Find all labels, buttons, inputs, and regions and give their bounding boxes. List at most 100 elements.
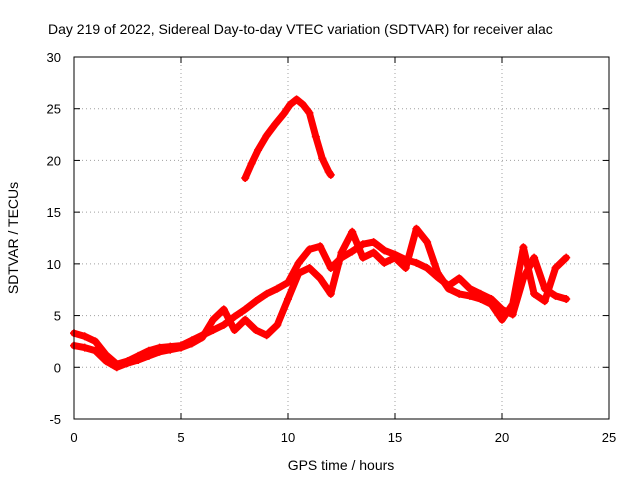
series-trace bbox=[241, 95, 335, 182]
data-point bbox=[412, 258, 421, 267]
data-point bbox=[316, 242, 325, 251]
y-tick-label: 0 bbox=[54, 360, 61, 375]
data-point bbox=[316, 274, 325, 283]
data-point bbox=[251, 297, 260, 306]
data-point bbox=[348, 247, 357, 256]
data-point bbox=[91, 337, 100, 346]
data-point bbox=[311, 132, 320, 141]
data-point bbox=[273, 320, 282, 329]
data-point bbox=[423, 263, 432, 272]
data-point bbox=[219, 320, 228, 329]
y-axis-label: SDTVAR / TECUs bbox=[5, 182, 21, 294]
data-point bbox=[519, 243, 528, 252]
x-tick-label: 15 bbox=[388, 430, 402, 445]
data-point bbox=[112, 363, 121, 372]
data-point bbox=[369, 248, 378, 257]
data-point bbox=[380, 246, 389, 255]
data-point bbox=[166, 345, 175, 354]
data-point bbox=[294, 269, 303, 278]
y-tick-label: 20 bbox=[47, 153, 61, 168]
data-point bbox=[305, 108, 314, 117]
data-point bbox=[508, 310, 517, 319]
series-high-arc bbox=[241, 95, 335, 183]
tick-labels: 0 5 10 15 20 25 -5 0 5 10 15 20 25 30 bbox=[47, 50, 617, 445]
data-point bbox=[326, 170, 335, 179]
data-point bbox=[487, 300, 496, 309]
grid-lines bbox=[74, 57, 609, 419]
data-point bbox=[286, 100, 295, 109]
data-point bbox=[155, 347, 164, 356]
data-point bbox=[144, 351, 153, 360]
x-tick-label: 25 bbox=[602, 430, 616, 445]
data-point bbox=[391, 253, 399, 262]
data-point bbox=[187, 339, 196, 348]
data-point bbox=[326, 289, 335, 298]
x-axis-label: GPS time / hours bbox=[288, 457, 395, 473]
data-point bbox=[262, 131, 271, 140]
x-tick-label: 0 bbox=[70, 430, 77, 445]
data-point bbox=[401, 263, 410, 272]
data-point bbox=[455, 289, 464, 298]
data-point bbox=[412, 224, 421, 233]
data-point bbox=[294, 258, 303, 267]
data-point bbox=[530, 289, 539, 298]
data-point bbox=[498, 305, 506, 314]
data-point bbox=[369, 238, 378, 247]
data-point bbox=[123, 359, 132, 368]
data-point bbox=[230, 326, 239, 335]
data-point bbox=[254, 146, 263, 155]
data-point bbox=[562, 295, 571, 304]
data-point bbox=[209, 315, 218, 324]
data-point bbox=[305, 245, 314, 254]
data-point bbox=[358, 253, 367, 262]
data-point bbox=[498, 315, 506, 324]
data-point bbox=[551, 291, 560, 300]
data-point bbox=[80, 343, 89, 352]
data-point bbox=[292, 95, 301, 104]
data-point bbox=[508, 300, 517, 309]
x-tick-label: 20 bbox=[495, 430, 509, 445]
data-point bbox=[198, 333, 207, 342]
data-point bbox=[262, 331, 271, 340]
data-point bbox=[455, 274, 464, 283]
axis-ticks bbox=[73, 56, 610, 420]
chart-title: Day 219 of 2022, Sidereal Day-to-day VTE… bbox=[48, 21, 553, 37]
data-point bbox=[241, 305, 250, 314]
data-point bbox=[230, 312, 239, 321]
data-point bbox=[562, 253, 571, 262]
data-point bbox=[348, 227, 357, 236]
series-main-trace-b bbox=[70, 224, 571, 372]
data-point bbox=[423, 238, 432, 247]
data-point bbox=[326, 263, 335, 272]
data-point bbox=[530, 253, 539, 262]
y-tick-label: 10 bbox=[47, 257, 61, 272]
y-tick-label: 5 bbox=[54, 309, 61, 324]
x-tick-label: 10 bbox=[281, 430, 295, 445]
data-point bbox=[279, 109, 288, 118]
data-point bbox=[219, 305, 228, 314]
data-point bbox=[247, 159, 256, 168]
data-point bbox=[465, 284, 474, 293]
data-point bbox=[380, 258, 389, 267]
y-tick-label: 25 bbox=[47, 102, 61, 117]
data-point bbox=[91, 346, 100, 355]
data-point bbox=[298, 100, 307, 109]
data-point bbox=[80, 332, 89, 341]
data-point bbox=[271, 120, 280, 129]
data-series bbox=[70, 95, 571, 372]
data-point bbox=[305, 263, 314, 272]
data-point bbox=[465, 291, 474, 300]
data-point bbox=[476, 295, 485, 304]
data-point bbox=[444, 284, 453, 293]
data-point bbox=[284, 278, 292, 287]
data-point bbox=[177, 343, 185, 352]
data-point bbox=[551, 263, 560, 272]
data-point bbox=[251, 326, 260, 335]
series-main-trace-a bbox=[70, 238, 571, 369]
data-point bbox=[318, 154, 327, 163]
y-tick-label: -5 bbox=[49, 412, 61, 427]
data-point bbox=[102, 357, 111, 366]
y-tick-label: 30 bbox=[47, 50, 61, 65]
data-point bbox=[540, 297, 549, 306]
